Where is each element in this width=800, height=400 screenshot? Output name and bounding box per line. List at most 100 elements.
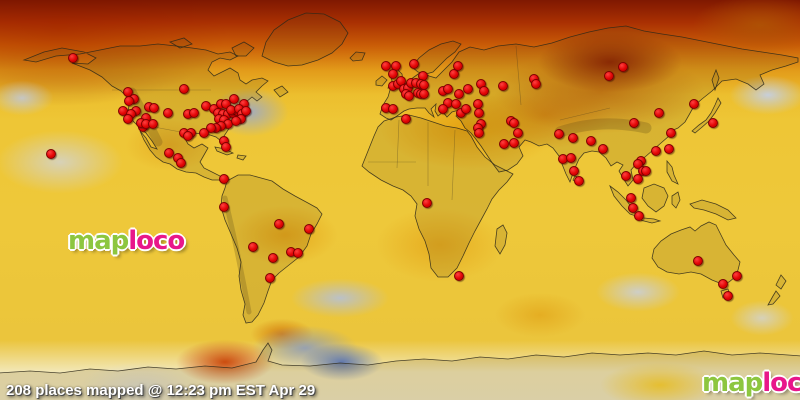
place-dot [189,108,199,118]
place-dot [708,118,718,128]
place-dot [422,198,432,208]
place-dot [149,103,159,113]
place-dot [463,84,473,94]
place-dot [293,248,303,258]
baffin-island-outline [231,41,255,57]
place-dot [199,128,209,138]
place-dot [604,71,614,81]
place-dot [381,61,391,71]
place-dot [231,116,241,126]
place-dot [388,69,398,79]
place-dot [474,128,484,138]
place-dot [388,104,398,114]
place-dot [531,79,541,89]
place-dot [641,166,651,176]
asia-border-1 [515,45,522,106]
new-zealand-north-outline [775,274,787,290]
place-dot [123,114,133,124]
place-dot [219,174,229,184]
place-dot [409,59,419,69]
place-dot [46,149,56,159]
place-dot [241,106,251,116]
place-dot [164,148,174,158]
logo-map-text: map [702,368,763,398]
place-dot [651,146,661,156]
logo-loco-text: loco [762,368,800,398]
place-dot [509,118,519,128]
place-dot [569,166,579,176]
place-dot [621,171,631,181]
place-dot [554,129,564,139]
hispaniola-outline [236,154,247,161]
place-dot [509,138,519,148]
place-dot [304,224,314,234]
maploco-logo-corner[interactable]: maploco [702,370,800,396]
place-dot [629,118,639,128]
iceland-outline [349,51,366,62]
place-dot [401,114,411,124]
place-dot [219,202,229,212]
place-dot [499,139,509,149]
place-dot [568,133,578,143]
place-dot [666,128,676,138]
australia-outline [651,221,741,285]
place-dot [454,89,464,99]
place-dot [689,99,699,109]
place-dot [474,108,484,118]
place-dot [654,108,664,118]
place-dot [586,136,596,146]
place-dot [438,104,448,114]
newfoundland-outline [273,85,289,98]
sulawesi-outline [671,191,681,209]
place-dot [461,104,471,114]
status-bar-text: 208 places mapped @ 12:23 pm EST Apr 29 [6,382,316,399]
logo-map-text: map [68,226,129,256]
place-dot [179,84,189,94]
sakhalin-outline [711,68,720,92]
africa-border-3 [451,129,456,201]
ireland-outline [375,75,388,87]
madagascar-outline [494,224,508,255]
place-dot [176,158,186,168]
place-dot [732,271,742,281]
asia-border-2 [559,107,611,121]
philippines-outline [666,159,679,185]
place-dot [479,86,489,96]
new-zealand-south-outline [767,290,781,306]
arctic-island-outline [169,37,193,49]
place-dot [68,53,78,63]
place-dot [598,144,608,154]
place-dot [268,253,278,263]
africa-border-1 [396,119,400,169]
place-dot [451,99,461,109]
place-dot [265,273,275,283]
place-dot [618,62,628,72]
place-dot [574,176,584,186]
place-dot [229,94,239,104]
place-dot [566,153,576,163]
antarctica-outline [0,342,800,400]
place-dot [274,219,284,229]
borneo-outline [641,183,669,213]
logo-loco-text: loco [128,226,185,256]
place-dot [693,256,703,266]
place-dot [221,142,231,152]
place-dot [443,84,453,94]
south-america-outline [220,174,323,324]
place-dot [723,291,733,301]
place-dot [718,279,728,289]
place-dot [634,211,644,221]
maploco-logo[interactable]: maploco [68,226,185,256]
place-dot [454,271,464,281]
place-dot [248,242,258,252]
place-dot [163,108,173,118]
place-dot [633,174,643,184]
greenland-outline [261,12,349,67]
japan-outline [691,97,722,134]
new-guinea-outline [689,199,737,221]
place-dot [453,61,463,71]
place-dot [148,119,158,129]
place-dot [513,128,523,138]
